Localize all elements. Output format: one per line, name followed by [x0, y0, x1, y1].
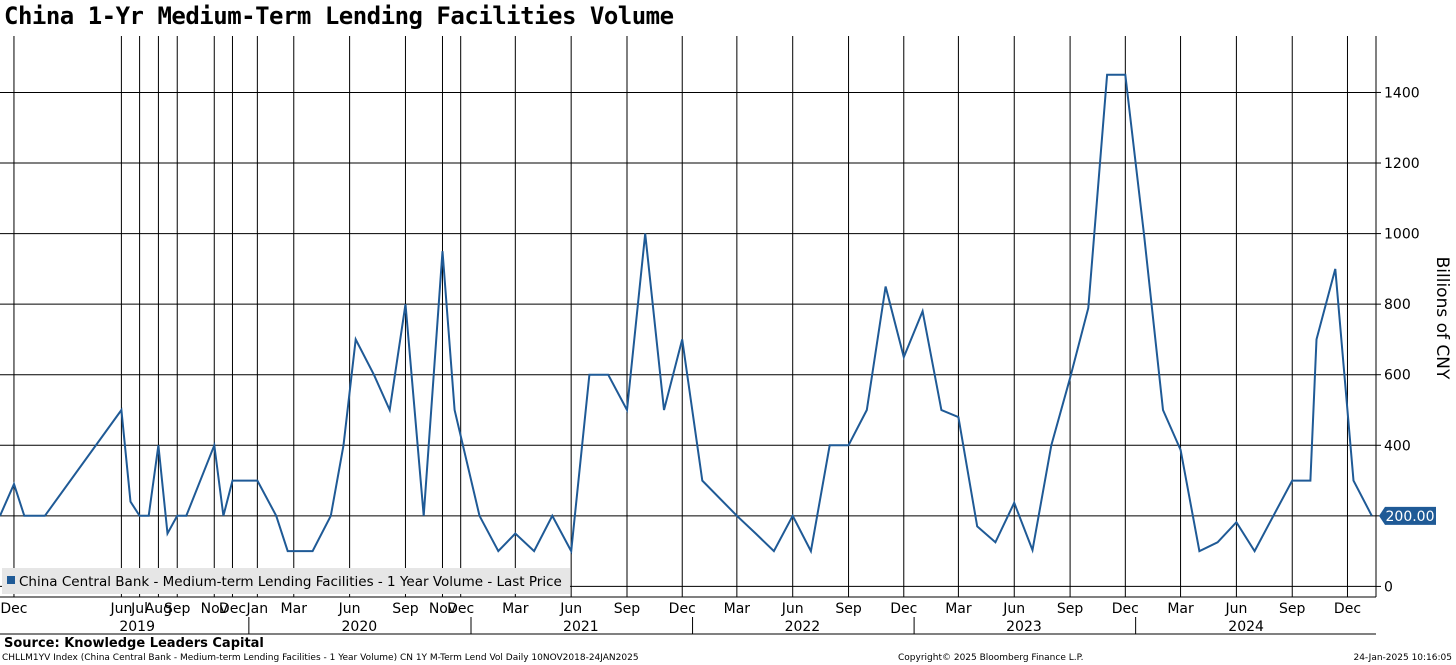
chart-title: China 1-Yr Medium-Term Lending Facilitie…	[4, 2, 674, 30]
footer-ticker-info: CHLLM1YV Index (China Central Bank - Med…	[2, 653, 639, 663]
x-year-label: 2019	[119, 619, 155, 635]
x-tick-label: Jun	[338, 601, 361, 617]
y-tick-label: 1200	[1384, 156, 1420, 172]
x-year-label: 2023	[1006, 619, 1042, 635]
x-tick-label: Dec	[1334, 601, 1361, 617]
x-tick-label: Nov	[429, 601, 456, 617]
x-tick-label: Dec	[890, 601, 917, 617]
x-tick-label: Sep	[164, 601, 191, 617]
x-tick-label: Dec	[669, 601, 696, 617]
x-tick-label: Mar	[502, 601, 529, 617]
x-tick-label: Sep	[614, 601, 641, 617]
x-tick-label: Dec	[447, 601, 474, 617]
x-tick-label: Dec	[0, 601, 27, 617]
x-tick-label: Sep	[835, 601, 862, 617]
y-tick-label: 1400	[1384, 85, 1420, 101]
y-tick-label: 0	[1384, 579, 1393, 595]
x-year-label: 2020	[342, 619, 378, 635]
x-tick-label: Jun	[1224, 601, 1247, 617]
last-value-marker	[1379, 506, 1436, 525]
legend-swatch	[7, 576, 15, 584]
y-tick-label: 800	[1384, 297, 1411, 313]
x-tick-label: Aug	[145, 601, 172, 617]
legend-label: China Central Bank - Medium-term Lending…	[19, 574, 562, 590]
footer-copyright: Copyright© 2025 Bloomberg Finance L.P.	[898, 653, 1084, 663]
x-tick-label: Mar	[1167, 601, 1194, 617]
x-tick-label: Jun	[559, 601, 582, 617]
y-tick-label: 1000	[1384, 227, 1420, 243]
x-tick-label: Jul	[130, 601, 148, 617]
x-tick-label: Jun	[1002, 601, 1025, 617]
series-line	[0, 73, 1373, 555]
x-year-label: 2024	[1228, 619, 1264, 635]
x-tick-label: Mar	[724, 601, 751, 617]
x-tick-label: Nov	[201, 601, 228, 617]
y-tick-label: 400	[1384, 438, 1411, 454]
y-axis-title: Billions of CNY	[1432, 257, 1452, 380]
x-tick-label: Sep	[1057, 601, 1084, 617]
last-value-label: 200.00	[1386, 509, 1435, 525]
x-year-label: 2022	[785, 619, 821, 635]
x-tick-label: Jan	[246, 601, 269, 617]
footer-timestamp: 24-Jan-2025 10:16:05	[1353, 653, 1452, 663]
x-tick-label: Sep	[392, 601, 419, 617]
x-tick-label: Mar	[281, 601, 308, 617]
x-tick-label: Sep	[1279, 601, 1306, 617]
x-tick-label: Mar	[945, 601, 972, 617]
x-tick-label: Dec	[1112, 601, 1139, 617]
x-year-label: 2021	[563, 619, 599, 635]
source-note: Source: Knowledge Leaders Capital	[4, 636, 264, 651]
y-tick-label: 600	[1384, 368, 1411, 384]
x-tick-label: Jun	[781, 601, 804, 617]
legend-box	[2, 568, 570, 594]
x-tick-label: Dec	[219, 601, 246, 617]
x-tick-label: Jun	[109, 601, 132, 617]
